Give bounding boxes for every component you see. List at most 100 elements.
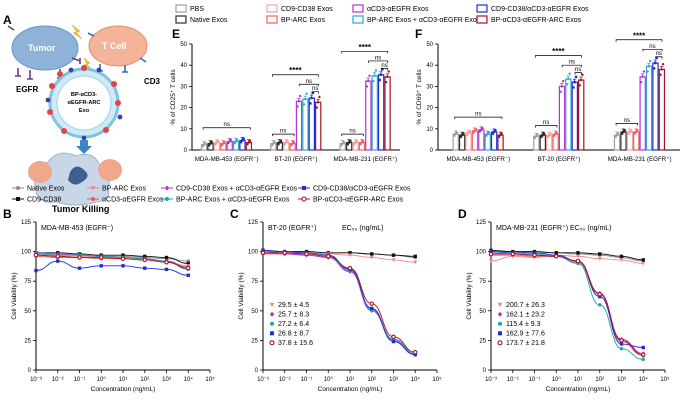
y-tick-label: 40 [426, 63, 433, 69]
data-point [349, 139, 352, 143]
data-point [641, 75, 644, 79]
data-point [229, 138, 233, 142]
data-point [581, 73, 584, 76]
data-point [33, 252, 39, 258]
ec50-marker [498, 331, 502, 336]
x-tick-label: 10¹ [574, 377, 583, 383]
data-point [542, 132, 546, 135]
significance-bracket [368, 60, 389, 63]
data-point [305, 92, 308, 96]
data-point [499, 133, 502, 137]
significance-bracket [535, 55, 582, 58]
data-point [654, 61, 657, 65]
x-tick-label: 10⁻¹ [301, 377, 313, 383]
data-point [221, 142, 225, 145]
data-point [619, 258, 624, 262]
data-point [246, 143, 249, 146]
data-point [460, 133, 464, 137]
legend-label: αCD3-αEGFR Exos [102, 197, 164, 204]
significance-bracket [535, 125, 558, 128]
ec50-value: 162.1 ± 23.2 [506, 311, 545, 318]
y-tick-label: 75 [479, 279, 486, 285]
significance-label: **** [552, 47, 565, 56]
legend-swatch [352, 4, 364, 13]
y-tick-label: 50 [251, 309, 258, 315]
data-point [540, 135, 543, 139]
data-point [462, 132, 465, 135]
legend-item: CD9-CD38 [12, 197, 61, 204]
ec50-marker [270, 331, 274, 336]
chart-c: 0 25 50 75 100 125 10⁻³ 10⁻² 10⁻¹ 10⁰ 10¹ 10² 10³ 10⁴… [238, 220, 442, 393]
ec50-marker [270, 321, 274, 326]
exosome-antibodies [45, 67, 123, 141]
data-point [547, 133, 551, 137]
data-point [278, 141, 281, 144]
x-tick-label: 10⁵ [205, 376, 215, 383]
data-point [473, 129, 476, 133]
legend-swatch [476, 15, 488, 24]
legend-item: CD9-CD38 Exos [266, 4, 333, 13]
data-point [234, 140, 238, 143]
tcell-label: T Cell [102, 41, 127, 51]
data-point [164, 260, 169, 265]
data-point [99, 264, 103, 268]
legend-label: CD9-CD38 Exos + αCD3-αEGFR Exos [176, 186, 298, 193]
legend-label: BP-ARC Exos + αCD3-αEGFR Exos [176, 197, 290, 204]
legend-item: CD9-CD38/αCD3-αEGFR Exos [476, 4, 589, 13]
y-tick-label: 75 [24, 279, 31, 285]
x-tick-label: 10⁻³ [30, 377, 42, 383]
data-point [636, 129, 639, 132]
data-point [242, 137, 245, 140]
category-label: MDA-MB-453 (EGFR⁻) [195, 156, 259, 163]
data-point [209, 142, 212, 145]
x-tick-label: 10⁵ [432, 376, 442, 383]
bar [565, 78, 572, 151]
data-point [412, 349, 418, 355]
significance-bracket [655, 56, 663, 59]
data-point [453, 134, 456, 137]
y-tick-label: 20 [426, 106, 433, 112]
significance-bracket [311, 91, 319, 94]
chart-title: MDA-MB-453 (EGFR⁻) [41, 225, 113, 232]
legend-item: BP-αCD3-αEGFR-ARC Exos [476, 15, 582, 24]
data-point [220, 144, 224, 147]
significance-label: ns [375, 55, 381, 61]
category-label: MDA-MB-453 (EGFR⁻) [446, 156, 510, 163]
data-point [619, 254, 624, 259]
data-point [541, 133, 544, 137]
ec50-marker [269, 311, 275, 317]
x-tick-label: 10⁰ [324, 376, 334, 383]
data-point [248, 139, 252, 143]
data-point [207, 144, 211, 147]
panel-letter-b: B [3, 207, 12, 221]
significance-bracket [341, 51, 389, 54]
legend-marker [164, 185, 170, 191]
series-line [35, 253, 189, 270]
t-cell-right [98, 159, 122, 181]
panel-letter-c: C [230, 207, 239, 221]
bar [377, 74, 385, 151]
y-tick-label: 20 [180, 106, 187, 112]
category-label: MDA-MB-231 (EGFR⁺) [333, 156, 397, 163]
significance-bracket [615, 123, 639, 126]
data-point [641, 261, 646, 266]
data-point [597, 291, 602, 297]
ec50-marker [498, 321, 502, 326]
series-line [490, 254, 644, 264]
series-line [491, 254, 644, 357]
data-point [304, 97, 307, 101]
data-point [560, 85, 563, 88]
ec50-marker [497, 340, 503, 346]
data-point [620, 132, 624, 135]
data-point [361, 139, 365, 143]
data-point [279, 139, 283, 143]
legend-label: αCD3-αEGFR Exos [367, 6, 429, 13]
data-point [354, 141, 357, 144]
data-point [533, 136, 537, 140]
x-tick-label: 10² [595, 377, 604, 383]
x-tick-label: 10⁻² [279, 377, 291, 383]
data-point [553, 134, 556, 137]
data-point [309, 102, 312, 105]
bar [308, 97, 316, 151]
ec50-marker [269, 340, 275, 346]
